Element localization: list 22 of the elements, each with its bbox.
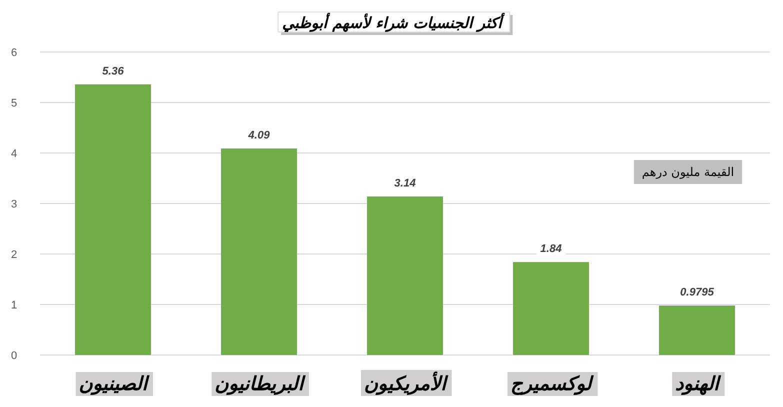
bar: 3.14 [367, 176, 443, 355]
title: أكثر الجنسيات شراء لأسهم أبوظبي [278, 12, 513, 35]
data-label: 5.36 [102, 65, 125, 78]
chart-title: أكثر الجنسيات شراء لأسهم أبوظبي [282, 12, 506, 32]
y-tick-label: 6 [10, 47, 18, 59]
bar [513, 262, 589, 355]
y-tick-label: 1 [10, 300, 18, 312]
bar: 4.09 [221, 128, 297, 355]
data-label: 4.09 [247, 129, 271, 142]
y-tick-label: 4 [10, 148, 18, 160]
data-label: 1.84 [540, 243, 562, 256]
bar: 0.9795 [659, 286, 735, 355]
bar [659, 306, 735, 355]
annotation: القيمة مليون درهم [642, 165, 734, 179]
data-label: 3.14 [394, 177, 416, 190]
data-label: 0.9795 [680, 286, 715, 299]
y-tick-label: 2 [10, 249, 18, 261]
bar: 1.84 [513, 242, 589, 355]
bar: 5.36 [75, 64, 151, 355]
y-tick-label: 3 [10, 198, 18, 210]
y-tick-label: 0 [10, 350, 18, 362]
y-tick-label: 5 [10, 98, 18, 110]
